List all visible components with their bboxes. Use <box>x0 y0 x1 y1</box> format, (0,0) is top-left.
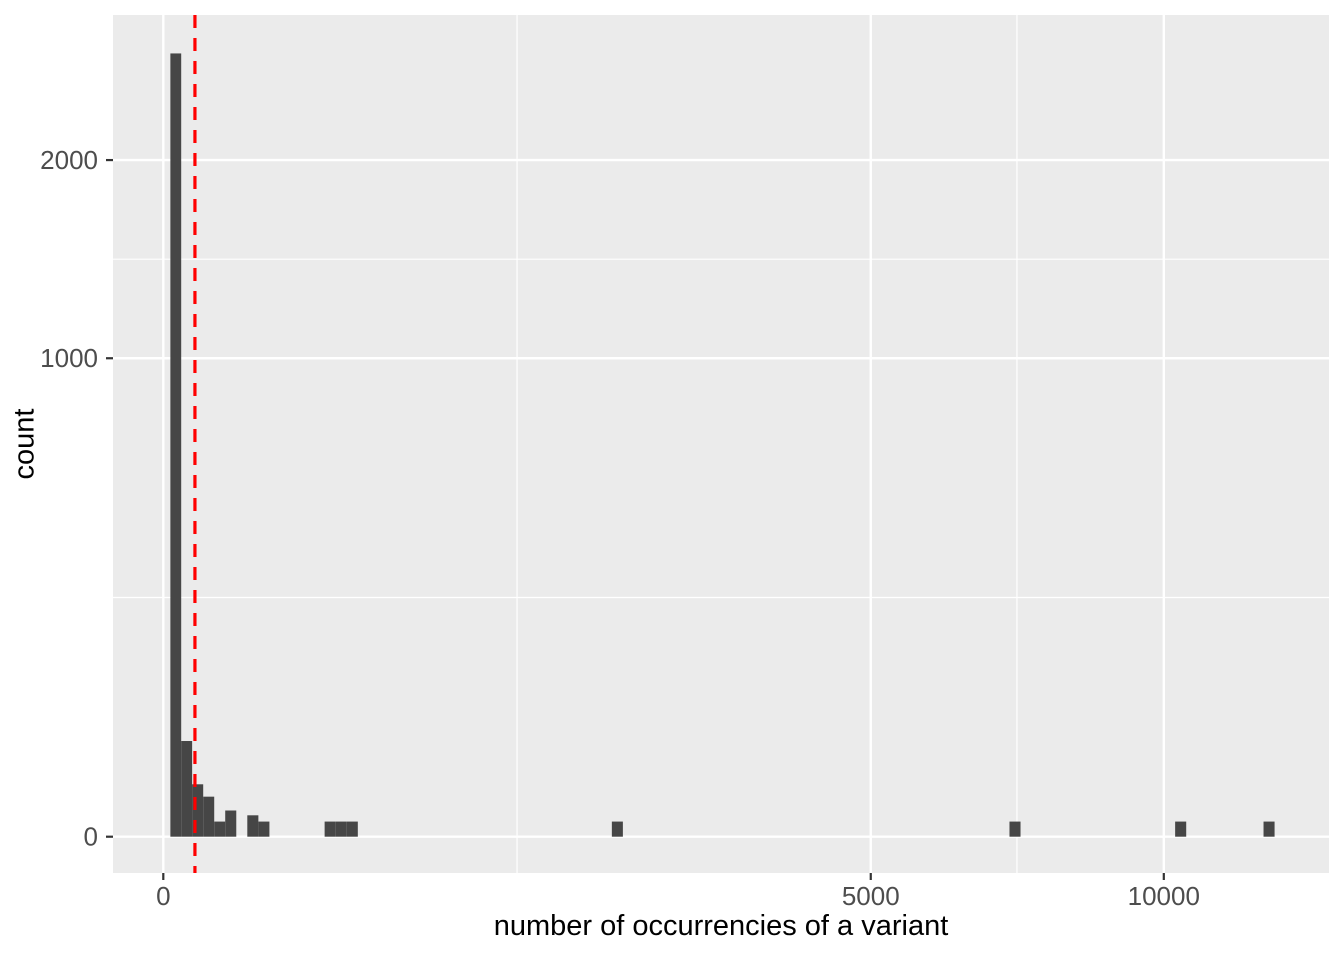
histogram-bar <box>611 821 623 837</box>
histogram-bar <box>335 821 347 837</box>
histogram-bar <box>225 810 237 837</box>
histogram-bar <box>1175 821 1187 837</box>
histogram-bar <box>170 53 182 837</box>
histogram-bar <box>203 796 215 837</box>
histogram-bar <box>214 821 226 837</box>
y-axis-tick-label: 0 <box>84 822 98 852</box>
x-axis-tick-label: 5000 <box>842 881 900 911</box>
histogram-bar <box>346 821 358 837</box>
x-axis-tick-label: 0 <box>156 881 170 911</box>
histogram-bar <box>181 741 193 837</box>
histogram-bar <box>192 784 204 837</box>
y-axis-title: count <box>8 408 41 480</box>
histogram-bar <box>1009 821 1021 837</box>
panel-background <box>113 15 1329 873</box>
x-axis-tick-label: 10000 <box>1128 881 1200 911</box>
y-axis-tick-label: 2000 <box>40 145 98 175</box>
y-axis-tick-label: 1000 <box>40 343 98 373</box>
histogram-bar <box>324 821 336 837</box>
histogram-bar <box>247 815 259 837</box>
histogram-bar <box>258 821 270 837</box>
histogram-bar <box>1263 821 1275 837</box>
x-axis-title: number of occurrencies of a variant <box>493 910 949 942</box>
